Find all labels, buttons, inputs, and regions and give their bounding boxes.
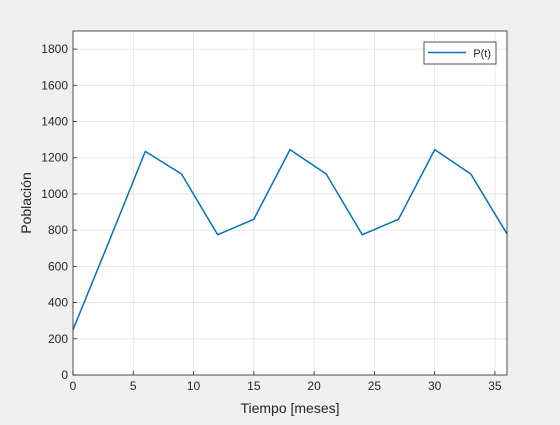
- y-tick-label: 600: [48, 259, 68, 273]
- y-tick-label: 1400: [41, 115, 68, 129]
- x-axis: 0 5 10 15 20 25 30 35: [70, 371, 502, 393]
- x-axis-label: Tiempo [meses]: [240, 400, 339, 416]
- x-tick-label: 5: [130, 379, 137, 393]
- data-point: [216, 233, 219, 236]
- data-point: [469, 173, 472, 176]
- data-point: [252, 218, 255, 221]
- data-point: [180, 173, 183, 176]
- y-tick-label: 200: [48, 332, 68, 346]
- legend-label: P(t): [473, 48, 491, 60]
- plot-frame: [72, 30, 508, 376]
- y-tick-label: 400: [48, 296, 68, 310]
- y-axis-label: Población: [18, 172, 34, 234]
- data-point: [325, 173, 328, 176]
- data-point: [397, 218, 400, 221]
- x-tick-label: 0: [70, 379, 77, 393]
- y-tick-label: 0: [61, 368, 68, 382]
- legend[interactable]: P(t): [423, 41, 497, 65]
- data-point: [108, 240, 111, 243]
- x-tick-label: 30: [428, 379, 442, 393]
- data-point: [361, 233, 364, 236]
- y-tick-label: 1000: [41, 187, 68, 201]
- y-axis: 0 200 400 600 800 1000 1200 1400 1600 1800: [41, 42, 77, 382]
- x-tick-label: 20: [307, 379, 321, 393]
- x-tick-label: 15: [247, 379, 261, 393]
- series-layer: [72, 148, 508, 330]
- x-tick-label: 25: [368, 379, 382, 393]
- data-point: [289, 148, 292, 151]
- plot-area: [73, 31, 507, 375]
- y-tick-label: 1600: [41, 78, 68, 92]
- y-tick-label: 1800: [41, 42, 68, 56]
- y-tick-label: 1200: [41, 151, 68, 165]
- data-point: [144, 150, 147, 153]
- x-tick-label: 35: [488, 379, 502, 393]
- y-tick-label: 800: [48, 223, 68, 237]
- x-tick-label: 10: [187, 379, 201, 393]
- series-line: [72, 148, 508, 330]
- data-point: [433, 148, 436, 151]
